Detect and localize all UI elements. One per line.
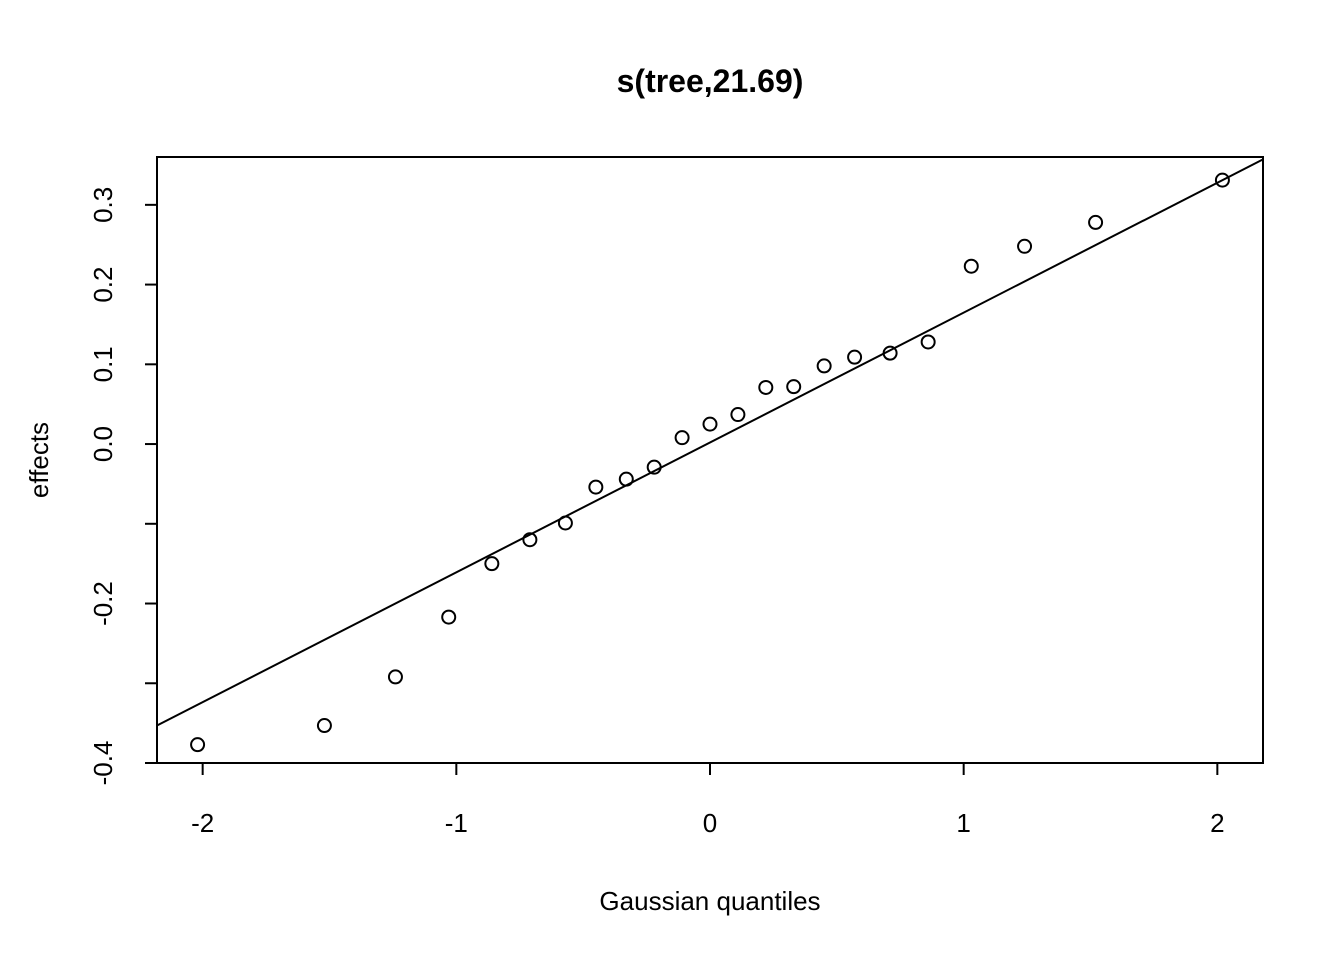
plot-area [156, 158, 1264, 753]
data-point [786, 379, 802, 395]
data-point [190, 737, 206, 753]
data-point [588, 479, 604, 495]
data-point [702, 416, 718, 432]
x-tick-label: 1 [956, 808, 970, 838]
chart-title: s(tree,21.69) [617, 63, 804, 99]
data-point [316, 718, 332, 734]
data-point [758, 379, 774, 395]
data-point [1088, 214, 1104, 230]
y-tick-label: 0.2 [88, 267, 118, 303]
data-point [674, 430, 690, 446]
data-point [441, 609, 457, 625]
y-tick-label: 0.3 [88, 187, 118, 223]
x-tick-label: 0 [703, 808, 717, 838]
x-tick-label: 2 [1210, 808, 1224, 838]
data-point [847, 349, 863, 365]
y-axis: -0.4 -0.2 0.0 0.1 0.2 0.3 [88, 187, 157, 786]
data-point [646, 459, 662, 475]
plot-frame [156, 156, 1264, 764]
data-point [618, 471, 634, 487]
reference-line [156, 158, 1264, 727]
x-axis-label: Gaussian quantiles [599, 886, 820, 916]
data-point [484, 556, 500, 572]
x-tick-label: -1 [445, 808, 468, 838]
x-axis: -2 -1 0 1 2 [191, 763, 1225, 838]
x-tick-label: -2 [191, 808, 214, 838]
y-tick-label: 0.0 [88, 426, 118, 462]
y-tick-label: -0.4 [88, 741, 118, 786]
data-point [920, 334, 936, 350]
data-point [522, 532, 538, 548]
data-point [387, 669, 403, 685]
y-axis-label: effects [24, 422, 54, 498]
data-point [730, 407, 746, 423]
y-tick-label: 0.1 [88, 346, 118, 382]
y-tick-label: -0.2 [88, 581, 118, 626]
data-point [963, 258, 979, 274]
data-point [1017, 238, 1033, 254]
data-point [1214, 172, 1230, 188]
data-point [816, 358, 832, 374]
data-point [882, 345, 898, 361]
data-point [557, 515, 573, 531]
